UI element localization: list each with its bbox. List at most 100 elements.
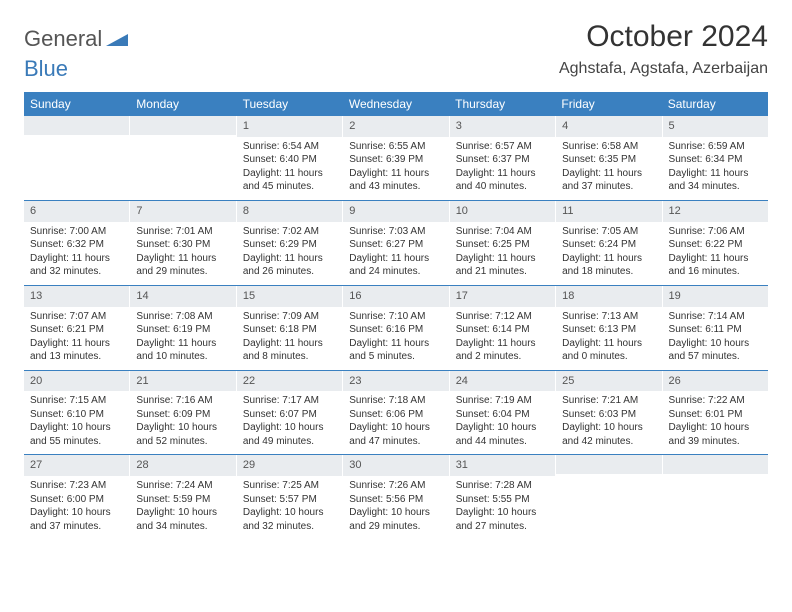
daylight-text: Daylight: 11 hours and 8 minutes. [243, 337, 336, 364]
sunrise-text: Sunrise: 7:10 AM [349, 310, 442, 324]
sunrise-text: Sunrise: 7:13 AM [562, 310, 655, 324]
sunset-text: Sunset: 6:07 PM [243, 408, 336, 422]
logo-triangle-icon [106, 30, 128, 51]
week-row: 6Sunrise: 7:00 AMSunset: 6:32 PMDaylight… [24, 200, 768, 285]
day-body: Sunrise: 7:21 AMSunset: 6:03 PMDaylight:… [556, 391, 661, 454]
week-row: 13 Sunrise: 7:07 AMSunset: 6:21 PM Dayligh… [24, 285, 768, 370]
weekday-header: Wednesday [343, 92, 449, 116]
day-number [663, 455, 768, 474]
day-number: 30 [343, 455, 448, 476]
sunrise-text: Sunrise: 7:09 AM [243, 310, 336, 324]
day-number: 15 [237, 286, 342, 307]
sunset-text: Sunset: 6:40 PM [243, 153, 336, 167]
weeks-container: 1Sunrise: 6:54 AMSunset: 6:40 PMDaylight… [24, 116, 768, 539]
daylight-text: Daylight: 11 hours and 40 minutes. [456, 167, 549, 194]
sunset-text: Sunset: 6:27 PM [349, 238, 442, 252]
day-number: 29 [237, 455, 342, 476]
sunset-text: Sunset: 6:10 PM [30, 408, 123, 422]
day-body: Sunrise: 7:04 AMSunset: 6:25 PMDaylight:… [450, 222, 555, 285]
day-number: 31 [450, 455, 555, 476]
sunrise-text: Sunrise: 7:19 AM [456, 394, 549, 408]
daylight-text: Daylight: 11 hours and 32 minutes. [30, 252, 123, 279]
sunrise-text: Sunrise: 7:21 AM [562, 394, 655, 408]
daylight-text: Daylight: 11 hours and 18 minutes. [562, 252, 655, 279]
day-cell [130, 116, 236, 200]
sunset-text: Sunset: 6:18 PM [243, 323, 336, 337]
sunset-text: Sunset: 5:55 PM [456, 493, 549, 507]
day-cell: 27Sunrise: 7:23 AMSunset: 6:00 PMDayligh… [24, 455, 130, 539]
sunset-text: Sunset: 6:39 PM [349, 153, 442, 167]
daylight-text: Daylight: 11 hours and 2 minutes. [456, 337, 549, 364]
day-cell: 22Sunrise: 7:17 AMSunset: 6:07 PMDayligh… [237, 371, 343, 455]
day-body: Sunrise: 6:58 AMSunset: 6:35 PMDaylight:… [556, 137, 661, 200]
day-cell: 24Sunrise: 7:19 AMSunset: 6:04 PMDayligh… [450, 371, 556, 455]
day-cell [556, 455, 662, 539]
day-body: Sunrise: 7:18 AMSunset: 6:06 PMDaylight:… [343, 391, 448, 454]
sunset-text: Sunset: 6:21 PM [30, 323, 123, 337]
sunrise-text: Sunrise: 6:55 AM [349, 140, 442, 154]
sunset-text: Sunset: 5:59 PM [136, 493, 229, 507]
sunrise-text: Sunrise: 7:12 AM [456, 310, 549, 324]
day-body: Sunrise: 7:01 AMSunset: 6:30 PMDaylight:… [130, 222, 235, 285]
daylight-text: Daylight: 11 hours and 29 minutes. [136, 252, 229, 279]
sunset-text: Sunset: 6:24 PM [562, 238, 655, 252]
daylight-text: Daylight: 10 hours and 27 minutes. [456, 506, 549, 533]
day-body: Sunrise: 7:10 AMSunset: 6:16 PMDaylight:… [343, 307, 448, 370]
day-body: Sunrise: 7:13 AMSunset: 6:13 PMDaylight:… [556, 307, 661, 370]
calendar-grid: SundayMondayTuesdayWednesdayThursdayFrid… [24, 92, 768, 539]
sunrise-text: Sunrise: 7:18 AM [349, 394, 442, 408]
day-number: 13 [24, 286, 129, 307]
sunrise-text: Sunrise: 7:02 AM [243, 225, 336, 239]
sunset-text: Sunset: 6:30 PM [136, 238, 229, 252]
day-cell: 5Sunrise: 6:59 AMSunset: 6:34 PMDaylight… [663, 116, 768, 200]
day-cell: 9Sunrise: 7:03 AMSunset: 6:27 PMDaylight… [343, 201, 449, 285]
day-number [130, 116, 235, 135]
day-body: Sunrise: 6:55 AMSunset: 6:39 PMDaylight:… [343, 137, 448, 200]
day-number: 7 [130, 201, 235, 222]
day-number: 12 [663, 201, 768, 222]
sunrise-text: Sunrise: 7:16 AM [136, 394, 229, 408]
sunrise-text: Sunrise: 6:57 AM [456, 140, 549, 154]
title-block: October 2024 Aghstafa, Agstafa, Azerbaij… [559, 20, 768, 78]
calendar-page: General October 2024 Aghstafa, Agstafa, … [0, 0, 792, 559]
sunrise-text: Sunrise: 6:58 AM [562, 140, 655, 154]
day-number: 9 [343, 201, 448, 222]
sunrise-text: Sunrise: 7:01 AM [136, 225, 229, 239]
sunrise-text: Sunrise: 7:15 AM [30, 394, 123, 408]
day-body: Sunrise: 7:26 AMSunset: 5:56 PMDaylight:… [343, 476, 448, 539]
brand-part2: Blue [24, 56, 68, 81]
sunset-text: Sunset: 6:13 PM [562, 323, 655, 337]
day-body: Sunrise: 7:22 AMSunset: 6:01 PMDaylight:… [663, 391, 768, 454]
sunrise-text: Sunrise: 7:07 AM [30, 310, 123, 324]
sunrise-text: Sunrise: 7:14 AM [669, 310, 762, 324]
daylight-text: Daylight: 10 hours and 37 minutes. [30, 506, 123, 533]
sunset-text: Sunset: 6:14 PM [456, 323, 549, 337]
daylight-text: Daylight: 11 hours and 34 minutes. [669, 167, 762, 194]
day-body: Sunrise: 7:00 AMSunset: 6:32 PMDaylight:… [24, 222, 129, 285]
daylight-text: Daylight: 10 hours and 49 minutes. [243, 421, 336, 448]
day-number: 26 [663, 371, 768, 392]
day-number: 11 [556, 201, 661, 222]
sunset-text: Sunset: 6:25 PM [456, 238, 549, 252]
week-row: 27Sunrise: 7:23 AMSunset: 6:00 PMDayligh… [24, 454, 768, 539]
sunset-text: Sunset: 6:11 PM [669, 323, 762, 337]
day-number: 21 [130, 371, 235, 392]
day-body: Sunrise: 7:05 AMSunset: 6:24 PMDaylight:… [556, 222, 661, 285]
day-cell: 10Sunrise: 7:04 AMSunset: 6:25 PMDayligh… [450, 201, 556, 285]
sunrise-text: Sunrise: 7:28 AM [456, 479, 549, 493]
daylight-text: Daylight: 11 hours and 37 minutes. [562, 167, 655, 194]
day-body: Sunrise: 7:14 AMSunset: 6:11 PMDaylight:… [663, 307, 768, 370]
weekday-header: Sunday [24, 92, 130, 116]
daylight-text: Daylight: 10 hours and 44 minutes. [456, 421, 549, 448]
day-body: Sunrise: 6:57 AMSunset: 6:37 PMDaylight:… [450, 137, 555, 200]
day-number: 1 [237, 116, 342, 137]
month-title: October 2024 [559, 20, 768, 54]
sunset-text: Sunset: 6:19 PM [136, 323, 229, 337]
sunset-text: Sunset: 6:34 PM [669, 153, 762, 167]
day-number: 25 [556, 371, 661, 392]
day-number: 17 [450, 286, 555, 307]
sunset-text: Sunset: 5:56 PM [349, 493, 442, 507]
day-cell: 2Sunrise: 6:55 AMSunset: 6:39 PMDaylight… [343, 116, 449, 200]
weekday-header: Thursday [449, 92, 555, 116]
daylight-text: Daylight: 10 hours and 52 minutes. [136, 421, 229, 448]
